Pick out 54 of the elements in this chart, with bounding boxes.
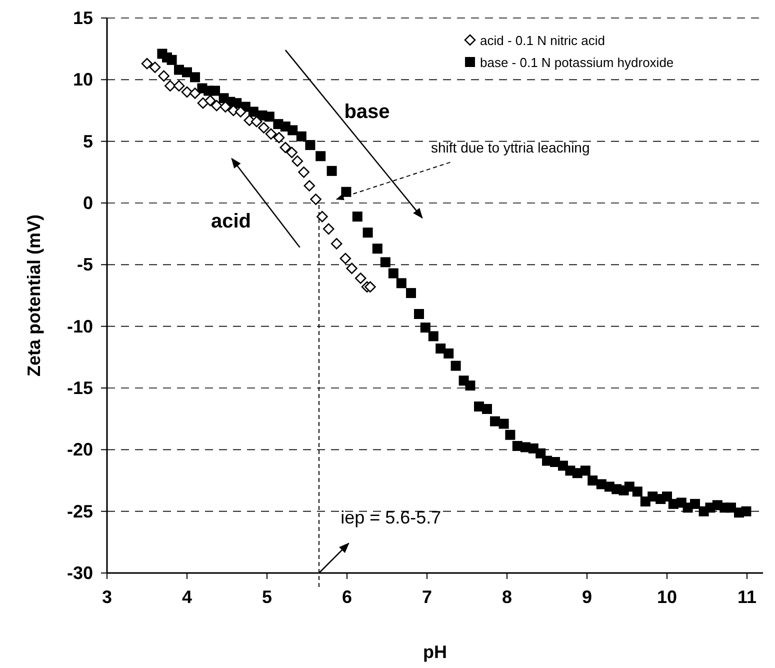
point	[158, 70, 170, 82]
annotation: base	[344, 100, 390, 123]
point	[258, 122, 270, 134]
x-tick-label: 5	[262, 587, 272, 607]
y-tick-label: 15	[72, 8, 93, 28]
annotation: acid	[210, 210, 252, 233]
x-tick-label: 9	[582, 587, 592, 607]
legend-label: acid - 0.1 N nitric acid	[480, 33, 605, 48]
point	[304, 180, 316, 192]
x-tick-label: 4	[182, 587, 192, 607]
point	[292, 155, 304, 167]
x-tick-label: 10	[656, 587, 678, 607]
point	[298, 166, 310, 178]
point	[197, 97, 209, 109]
point	[286, 146, 298, 158]
y-tick-label: 10	[72, 70, 93, 90]
y-tick-label: -15	[66, 378, 93, 398]
legend-label: base - 0.1 N potassium hydroxide	[480, 55, 674, 70]
x-tick-label: 3	[102, 587, 112, 607]
point	[340, 252, 352, 264]
x-tick-label: 11	[737, 587, 757, 607]
point	[280, 142, 292, 154]
x-tick-label: 8	[502, 587, 512, 607]
point	[346, 262, 358, 274]
point	[204, 94, 216, 106]
annotation: shift due to yttria leaching	[431, 139, 590, 156]
y-tick-label: -25	[66, 501, 93, 522]
point	[234, 106, 246, 118]
point	[273, 132, 285, 144]
y-tick-label: -5	[76, 254, 93, 275]
y-tick-label: 5	[82, 131, 93, 152]
point	[310, 194, 322, 205]
y-tick-label: -30	[66, 563, 93, 583]
point	[220, 101, 232, 112]
point	[164, 80, 176, 92]
point	[322, 223, 334, 235]
point	[141, 58, 153, 70]
point	[364, 281, 376, 293]
point	[265, 128, 277, 140]
point	[330, 238, 342, 250]
y-tick-label: -10	[66, 316, 93, 336]
point	[354, 272, 366, 284]
point	[250, 116, 262, 128]
point	[173, 80, 185, 92]
x-axis-title: pH	[423, 642, 447, 662]
x-tick-label: 7	[422, 587, 432, 607]
point	[316, 210, 328, 222]
point	[210, 100, 222, 112]
x-tick-label: 6	[342, 587, 352, 607]
point	[189, 88, 201, 99]
y-tick-label: -20	[66, 440, 93, 460]
point	[149, 62, 161, 73]
y-tick-label: 0	[82, 193, 93, 213]
y-axis-title: Zeta potential (mV)	[24, 214, 44, 377]
